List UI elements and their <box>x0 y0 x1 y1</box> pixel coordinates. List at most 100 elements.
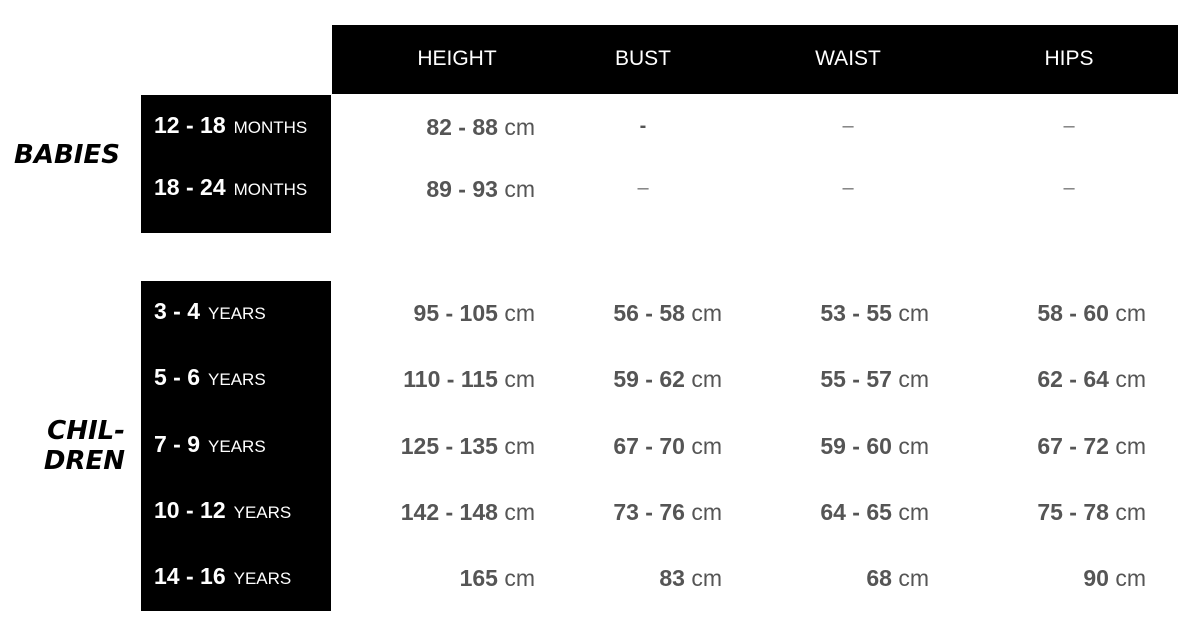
measurement-range: 55 - 57 <box>820 366 892 392</box>
size-label: 12 - 18 MONTHS <box>154 112 307 139</box>
unit-cm: cm <box>1115 300 1146 326</box>
unit-cm: cm <box>1115 565 1146 591</box>
measurement-cell: 83 cm <box>659 565 722 592</box>
size-unit: YEARS <box>233 569 292 588</box>
measurement-range: 82 - 88 <box>426 114 498 140</box>
measurement-cell: 95 - 105 cm <box>414 300 535 327</box>
unit-cm: cm <box>691 300 722 326</box>
measurement-range: 68 <box>866 565 892 591</box>
unit-cm: cm <box>898 300 929 326</box>
unit-cm: cm <box>504 366 535 392</box>
group-label-children: CHIL- DREN <box>44 416 125 476</box>
measurement-range: 90 <box>1083 565 1109 591</box>
measurement-cell: 55 - 57 cm <box>820 366 929 393</box>
unit-cm: cm <box>898 499 929 525</box>
unit-cm: cm <box>1115 433 1146 459</box>
babies-size-block: 12 - 18 MONTHS 18 - 24 MONTHS <box>141 95 331 233</box>
measurement-cell: 64 - 65 cm <box>820 499 929 526</box>
size-unit: YEARS <box>208 437 266 456</box>
size-range: 5 - 6 <box>154 364 201 390</box>
column-header-waist: WAIST <box>815 47 881 70</box>
measurement-cell: 90 cm <box>1083 565 1146 592</box>
measurement-cell: 62 - 64 cm <box>1037 366 1146 393</box>
size-unit: MONTHS <box>233 118 308 137</box>
empty-value: – <box>842 115 854 137</box>
unit-cm: cm <box>691 499 722 525</box>
measurement-range: 95 - 105 <box>413 300 498 326</box>
unit-cm: cm <box>504 114 535 140</box>
measurement-cell: 67 - 70 cm <box>613 433 722 460</box>
size-label: 5 - 6 YEARS <box>154 364 266 391</box>
measurement-cell: 73 - 76 cm <box>613 499 722 526</box>
size-unit: YEARS <box>208 370 266 389</box>
measurement-range: 165 <box>459 565 498 591</box>
size-range: 10 - 12 <box>154 497 226 523</box>
measurement-cell: 67 - 72 cm <box>1037 433 1146 460</box>
measurement-cell: 110 - 115 cm <box>403 366 535 393</box>
size-label: 3 - 4 YEARS <box>154 298 266 325</box>
measurement-range: 56 - 58 <box>613 300 685 326</box>
measurement-range: 110 - 115 <box>403 366 498 392</box>
measurement-range: 53 - 55 <box>820 300 892 326</box>
size-label: 18 - 24 MONTHS <box>154 174 307 201</box>
measurement-cell: 53 - 55 cm <box>820 300 929 327</box>
children-size-block: 3 - 4 YEARS 5 - 6 YEARS 7 - 9 YEARS 10 - 12 YEA… <box>141 281 331 611</box>
column-header-bust: BUST <box>614 47 672 70</box>
unit-cm: cm <box>691 565 722 591</box>
size-label: 7 - 9 YEARS <box>154 431 266 458</box>
column-header-height: HEIGHT <box>417 47 497 70</box>
measurement-range: 75 - 78 <box>1037 499 1109 525</box>
column-header-hips: HIPS <box>1044 47 1094 70</box>
column-header-bar: HEIGHT BUST WAIST HIPS <box>332 25 1178 94</box>
empty-value: - <box>639 115 647 137</box>
measurement-range: 125 - 135 <box>400 433 498 459</box>
measurement-range: 67 - 72 <box>1037 433 1109 459</box>
group-label-children-line1: CHIL- <box>47 416 125 446</box>
size-unit: YEARS <box>233 503 292 522</box>
measurement-cell: 68 cm <box>866 565 929 592</box>
measurement-cell: 82 - 88 cm <box>426 114 535 141</box>
unit-cm: cm <box>504 433 535 459</box>
measurement-cell: 165 cm <box>460 565 535 592</box>
unit-cm: cm <box>691 433 722 459</box>
measurement-range: 64 - 65 <box>820 499 892 525</box>
measurement-range: 83 <box>659 565 685 591</box>
unit-cm: cm <box>504 176 535 202</box>
measurement-range: 67 - 70 <box>613 433 685 459</box>
unit-cm: cm <box>504 300 535 326</box>
size-label: 10 - 12 YEARS <box>154 497 291 524</box>
empty-value: – <box>1063 177 1075 199</box>
measurement-range: 89 - 93 <box>426 176 498 202</box>
measurement-range: 59 - 60 <box>820 433 892 459</box>
empty-value: – <box>637 177 649 199</box>
measurement-cell: 58 - 60 cm <box>1037 300 1146 327</box>
size-range: 14 - 16 <box>154 563 226 589</box>
size-range: 12 - 18 <box>154 112 226 138</box>
measurement-range: 59 - 62 <box>613 366 685 392</box>
measurement-cell: 125 - 135 cm <box>401 433 535 460</box>
measurement-cell: 59 - 60 cm <box>820 433 929 460</box>
unit-cm: cm <box>898 366 929 392</box>
unit-cm: cm <box>1115 366 1146 392</box>
size-label: 14 - 16 YEARS <box>154 563 291 590</box>
measurement-range: 142 - 148 <box>400 499 498 525</box>
measurement-cell: 59 - 62 cm <box>613 366 722 393</box>
unit-cm: cm <box>504 565 535 591</box>
measurement-range: 58 - 60 <box>1037 300 1109 326</box>
group-label-babies: BABIES <box>14 140 120 170</box>
unit-cm: cm <box>898 565 929 591</box>
measurement-range: 73 - 76 <box>613 499 685 525</box>
unit-cm: cm <box>504 499 535 525</box>
measurement-cell: 142 - 148 cm <box>401 499 535 526</box>
unit-cm: cm <box>898 433 929 459</box>
measurement-cell: 75 - 78 cm <box>1037 499 1146 526</box>
size-unit: YEARS <box>208 304 266 323</box>
measurement-range: 62 - 64 <box>1037 366 1109 392</box>
size-range: 18 - 24 <box>154 174 226 200</box>
measurement-cell: 89 - 93 cm <box>426 176 535 203</box>
size-range: 7 - 9 <box>154 431 201 457</box>
unit-cm: cm <box>1115 499 1146 525</box>
group-label-children-line2: DREN <box>43 446 125 476</box>
empty-value: – <box>1063 115 1075 137</box>
unit-cm: cm <box>691 366 722 392</box>
